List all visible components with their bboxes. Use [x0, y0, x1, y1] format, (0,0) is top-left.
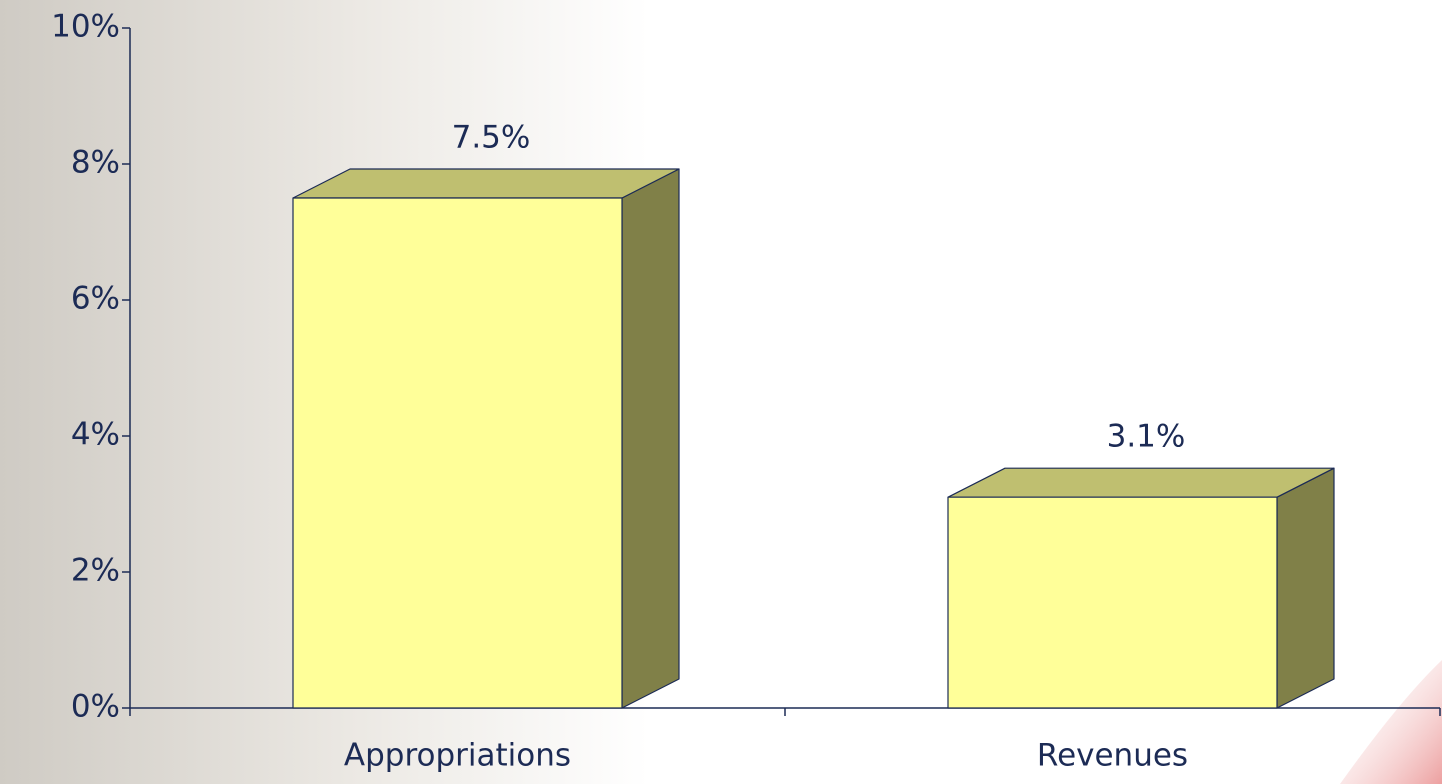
- y-tick-label: 0%: [71, 689, 120, 725]
- x-tick-label: Appropriations: [344, 738, 571, 774]
- x-tick-label: Revenues: [1037, 738, 1188, 774]
- y-tick-label: 6%: [71, 281, 120, 317]
- y-tick-label: 10%: [51, 9, 120, 45]
- chart: 0% 2% 4% 6% 8% 10% Appropriations 7.5% Revenues 3…: [0, 0, 1442, 784]
- bar: [293, 198, 622, 708]
- bar-top: [293, 169, 679, 198]
- value-label: 3.1%: [1107, 419, 1186, 455]
- page: 0% 2% 4% 6% 8% 10% Appropriations 7.5% Revenues 3…: [0, 0, 1442, 784]
- value-label: 7.5%: [452, 120, 531, 156]
- y-tick-label: 8%: [71, 145, 120, 181]
- bar-top: [948, 468, 1334, 497]
- y-tick-label: 4%: [71, 417, 120, 453]
- bar-side: [1277, 468, 1334, 708]
- bar: [948, 497, 1277, 708]
- bar-side: [622, 169, 679, 708]
- y-tick-label: 2%: [71, 553, 120, 589]
